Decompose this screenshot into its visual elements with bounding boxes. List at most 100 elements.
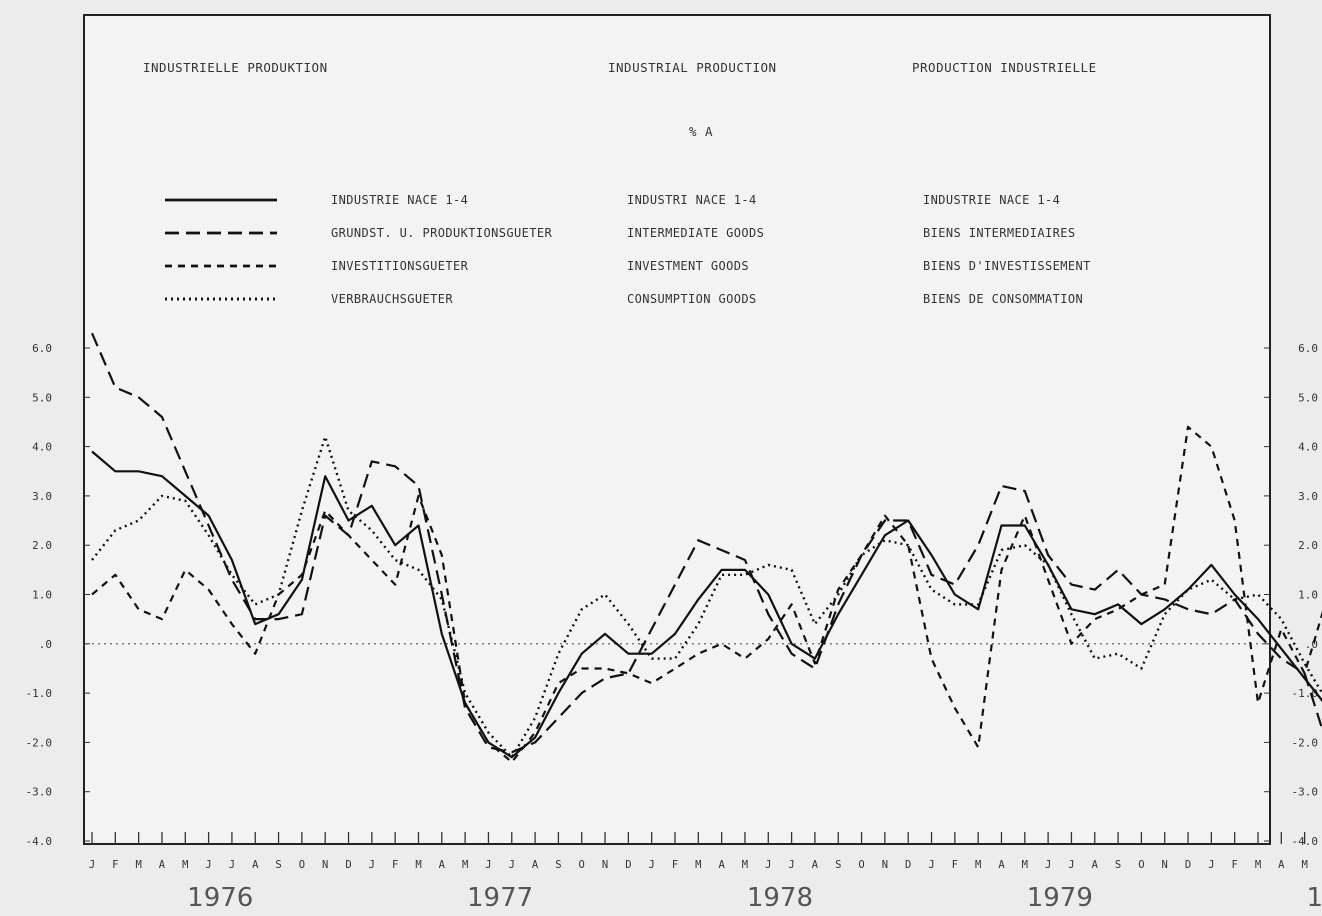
x-tick-month: M — [1255, 859, 1261, 871]
x-tick-month: J — [765, 859, 771, 871]
y-tick-left: -1.0 — [26, 687, 53, 700]
legend-label-en: CONSUMPTION GOODS — [627, 292, 757, 306]
x-tick-month: J — [89, 859, 95, 871]
series-lines — [90, 332, 1322, 764]
x-tick-month: J — [485, 859, 491, 871]
series-line-dotted — [91, 435, 1322, 759]
legend-label-de: INVESTITIONSGUETER — [331, 259, 469, 273]
x-tick-month: O — [1138, 859, 1144, 871]
x-tick-month: M — [975, 859, 981, 871]
x-tick-month: A — [812, 859, 819, 871]
x-tick-month: M — [742, 859, 748, 871]
y-axis-right: 6.05.04.03.02.01.0.0-1.0-2.0-3.0-4.0 — [1264, 342, 1318, 848]
x-tick-month: M — [182, 859, 188, 871]
x-tick-month: F — [112, 859, 118, 871]
x-tick-month: F — [952, 859, 958, 871]
title-fr: PRODUCTION INDUSTRIELLE — [912, 60, 1097, 75]
y-tick-left: 6.0 — [32, 342, 52, 355]
x-year-label: 1978 — [747, 883, 813, 913]
x-tick-month: M — [462, 859, 468, 871]
y-tick-right: 3.0 — [1298, 490, 1318, 503]
x-tick-month: M — [1301, 859, 1307, 871]
x-tick-month: A — [1278, 859, 1285, 871]
series-line-short-dash — [91, 425, 1322, 764]
x-tick-month: S — [835, 859, 841, 871]
x-tick-month: J — [205, 859, 211, 871]
x-tick-month: A — [1092, 859, 1099, 871]
legend-label-en: INDUSTRI NACE 1-4 — [627, 193, 757, 207]
y-axis-left: 6.0 5.0 4.0 3.0 2.0 1.0 .0 -1.0 -2.0 -3.0 -4.0 — [26, 342, 90, 848]
x-tick-month: M — [415, 859, 421, 871]
y-tick-left: 4.0 — [32, 441, 52, 454]
x-tick-month: N — [602, 859, 608, 871]
x-tick-month: J — [229, 859, 235, 871]
x-tick-month: A — [159, 859, 166, 871]
x-tick-month: D — [1185, 859, 1191, 871]
y-tick-left: .0 — [39, 638, 52, 651]
x-tick-month: O — [579, 859, 585, 871]
legend-label-en: INVESTMENT GOODS — [627, 259, 749, 273]
y-tick-left: 1.0 — [32, 589, 52, 602]
y-tick-left: 5.0 — [32, 391, 52, 404]
x-tick-month: S — [1115, 859, 1121, 871]
x-tick-month: J — [1208, 859, 1214, 871]
title-en: INDUSTRIAL PRODUCTION — [608, 60, 777, 75]
y-tick-left: 2.0 — [32, 539, 52, 552]
legend-label-fr: BIENS DE CONSOMMATION — [923, 292, 1083, 306]
x-tick-month: N — [882, 859, 888, 871]
legend-label-fr: BIENS D'INVESTISSEMENT — [923, 259, 1091, 273]
legend: INDUSTRIE NACE 1-4 INDUSTRI NACE 1-4 INDUS… — [165, 193, 1091, 306]
y-tick-right: -3.0 — [1292, 786, 1319, 799]
x-tick-month: A — [998, 859, 1005, 871]
x-tick-month: D — [905, 859, 911, 871]
x-tick-month: F — [672, 859, 678, 871]
plot-frame — [83, 14, 1271, 845]
x-tick-month: S — [555, 859, 561, 871]
x-year-label: 1976 — [187, 883, 253, 913]
x-year-label: 1979 — [1027, 883, 1093, 913]
y-tick-right: 6.0 — [1298, 342, 1318, 355]
x-tick-month: J — [1045, 859, 1051, 871]
x-tick-month: O — [858, 859, 864, 871]
x-tick-month: D — [345, 859, 351, 871]
series-line-solid — [91, 450, 1322, 759]
x-axis: J F M A M J J A S O N D 1976 J F M A M J J A S O N D 1977 J F M A M J J A… — [89, 832, 1322, 913]
x-tick-month: A — [532, 859, 539, 871]
y-tick-left: -4.0 — [26, 835, 53, 848]
x-tick-month: J — [1068, 859, 1074, 871]
x-tick-month: F — [392, 859, 398, 871]
x-tick-month: A — [439, 859, 446, 871]
x-year-label: 1977 — [467, 883, 533, 913]
y-tick-left: -2.0 — [26, 736, 53, 749]
y-tick-left: 3.0 — [32, 490, 52, 503]
x-tick-month: J — [369, 859, 375, 871]
x-tick-month: M — [695, 859, 701, 871]
y-tick-right: 4.0 — [1298, 441, 1318, 454]
x-tick-month: A — [718, 859, 725, 871]
subtitle: % A — [689, 124, 713, 139]
x-tick-month: N — [1162, 859, 1168, 871]
x-tick-month: N — [322, 859, 328, 871]
x-tick-month: M — [1022, 859, 1028, 871]
x-year-label: 1980 — [1307, 883, 1322, 913]
legend-label-fr: BIENS INTERMEDIAIRES — [923, 226, 1076, 240]
x-tick-month: J — [928, 859, 934, 871]
x-tick-month: J — [509, 859, 515, 871]
legend-label-de: INDUSTRIE NACE 1-4 — [331, 193, 468, 207]
title-de: INDUSTRIELLE PRODUKTION — [143, 60, 328, 75]
x-tick-month: O — [299, 859, 305, 871]
y-tick-right: 5.0 — [1298, 391, 1318, 404]
y-tick-right: -2.0 — [1292, 736, 1319, 749]
x-tick-month: A — [252, 859, 259, 871]
legend-label-de: GRUNDST. U. PRODUKTIONSGUETER — [331, 226, 552, 240]
y-tick-right: 1.0 — [1298, 589, 1318, 602]
x-tick-month: F — [1232, 859, 1238, 871]
x-tick-month: J — [788, 859, 794, 871]
legend-label-fr: INDUSTRIE NACE 1-4 — [923, 193, 1060, 207]
x-tick-month: M — [135, 859, 141, 871]
x-tick-month: D — [625, 859, 631, 871]
x-tick-month: S — [275, 859, 281, 871]
x-tick-month: J — [649, 859, 655, 871]
y-tick-right: 2.0 — [1298, 539, 1318, 552]
